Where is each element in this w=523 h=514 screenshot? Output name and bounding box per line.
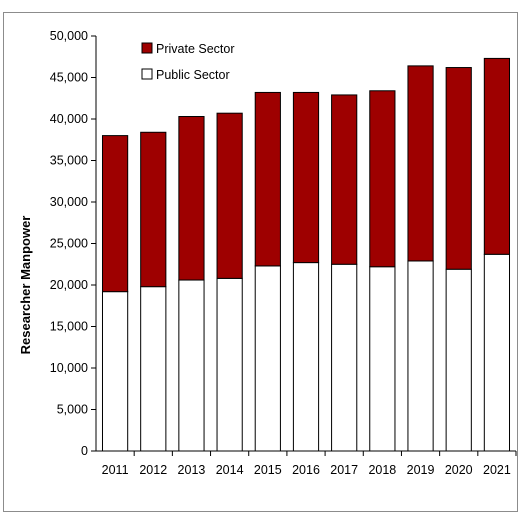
bar-public-sector: [101, 291, 129, 452]
y-tick-label: 5,000: [57, 403, 88, 417]
bar-private-sector: [369, 90, 396, 268]
bar-public-sector: [140, 286, 167, 452]
axes: 0 5,000 10,000 15,000 20,000 25,000 30,000 35,0…: [50, 29, 517, 477]
x-tick-label: 2011: [102, 463, 129, 477]
chart-frame: [3, 12, 518, 512]
bar-private-sector: [445, 67, 472, 270]
bar-public-sector: [445, 268, 472, 452]
bar-private-sector: [254, 91, 281, 267]
bar-public-sector: [407, 260, 434, 452]
x-tick-label: 2014: [216, 463, 244, 477]
x-tick-label: 2021: [483, 463, 511, 477]
bar-private-sector: [331, 94, 358, 265]
x-tick-label: 2018: [368, 463, 396, 477]
legend: Private Sector Public Sector: [141, 42, 235, 82]
bar-private-sector: [407, 65, 434, 262]
y-tick-label: 20,000: [50, 278, 88, 292]
bar-public-sector: [178, 279, 205, 452]
bar-private-sector: [292, 91, 320, 264]
x-tick-label: 2015: [254, 463, 282, 477]
bars: [101, 57, 511, 452]
legend-swatch-private: [141, 42, 153, 54]
legend-swatch-public: [141, 68, 153, 80]
legend-label-public: Public Sector: [156, 68, 230, 82]
x-tick-label: 2016: [292, 463, 320, 477]
y-axis-label: Researcher Manpower: [18, 216, 33, 355]
y-tick-label: 35,000: [50, 154, 88, 168]
x-tick-label: 2020: [445, 463, 473, 477]
bar-public-sector: [483, 253, 511, 452]
y-tick-label: 25,000: [50, 237, 88, 251]
bar-private-sector: [483, 57, 511, 255]
x-tick-label: 2019: [407, 463, 435, 477]
x-tick-label: 2012: [139, 463, 167, 477]
bar-public-sector: [369, 266, 396, 452]
legend-label-private: Private Sector: [156, 42, 235, 56]
y-tick-label: 30,000: [50, 195, 88, 209]
bar-public-sector: [254, 265, 281, 452]
y-tick-label: 0: [81, 444, 88, 458]
y-tick-label: 15,000: [50, 320, 88, 334]
bar-public-sector: [331, 263, 358, 452]
y-tick-label: 45,000: [50, 71, 88, 85]
bar-public-sector: [216, 277, 243, 452]
x-tick-label: 2017: [330, 463, 358, 477]
x-tick-label: 2013: [178, 463, 206, 477]
bar-private-sector: [216, 112, 243, 279]
y-tick-label: 10,000: [50, 361, 88, 375]
bar-private-sector: [178, 116, 205, 281]
bar-private-sector: [140, 131, 167, 288]
y-tick-label: 40,000: [50, 112, 88, 126]
bar-private-sector: [101, 135, 129, 293]
y-tick-label: 50,000: [50, 29, 88, 43]
bar-public-sector: [292, 262, 320, 452]
